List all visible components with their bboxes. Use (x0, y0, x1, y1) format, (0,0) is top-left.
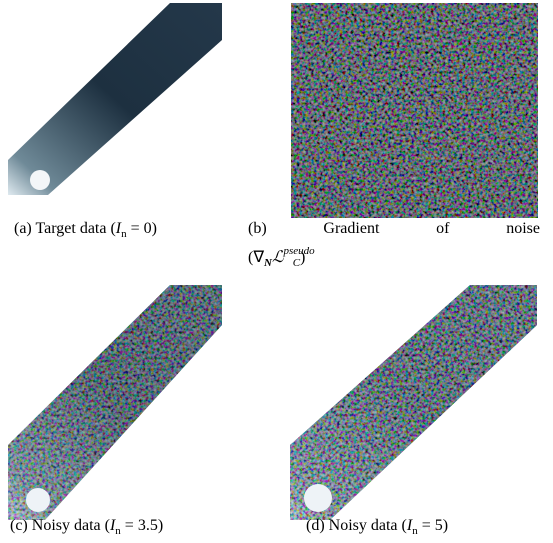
panel-a-image (8, 3, 222, 195)
caption-text: = 0) (126, 220, 157, 237)
caption-text: = 5) (417, 517, 449, 534)
caption-text: I (109, 517, 116, 534)
caption: (b) Gradient of noise (∇NℒpseudoC) (248, 218, 540, 274)
caption-text: Noisy data ( (324, 517, 407, 534)
caption-text: (d) (306, 517, 325, 534)
caption-text: ) (300, 249, 306, 266)
caption-line: (c) Noisy data (In = 3.5) (10, 515, 163, 542)
panel-c-image (8, 285, 222, 520)
caption: (a) Target data (In = 0) (14, 218, 157, 245)
caption-text: C (292, 257, 301, 269)
caption-text: (a) (14, 220, 32, 237)
caption-text: n (121, 228, 127, 240)
caption-line: (b) Gradient of noise (248, 218, 540, 240)
panel-b-image (291, 3, 538, 218)
caption-line: (a) Target data (In = 0) (14, 218, 157, 245)
caption-text: n (412, 525, 418, 537)
caption-text: I (406, 517, 413, 534)
caption-text: I (115, 220, 122, 237)
panel-d-image (290, 285, 537, 520)
caption-text: Gradient of noise (266, 220, 540, 237)
caption: (c) Noisy data (In = 3.5) (10, 515, 163, 542)
caption-text: = 3.5) (120, 517, 164, 534)
caption-text: pseudo (283, 245, 315, 257)
caption-text: N (264, 257, 272, 269)
caption-text: (∇ (248, 249, 265, 266)
caption-text: (b) (248, 220, 267, 237)
caption-line: (∇NℒpseudoC) (248, 240, 540, 274)
caption-text: Noisy data ( (27, 517, 110, 534)
caption-line: (d) Noisy data (In = 5) (306, 515, 448, 542)
caption-text: (c) (10, 517, 28, 534)
caption-text: ℒ (271, 249, 284, 266)
caption-text: Target data ( (31, 220, 116, 237)
caption-text: n (115, 525, 121, 537)
caption: (d) Noisy data (In = 5) (306, 515, 448, 542)
